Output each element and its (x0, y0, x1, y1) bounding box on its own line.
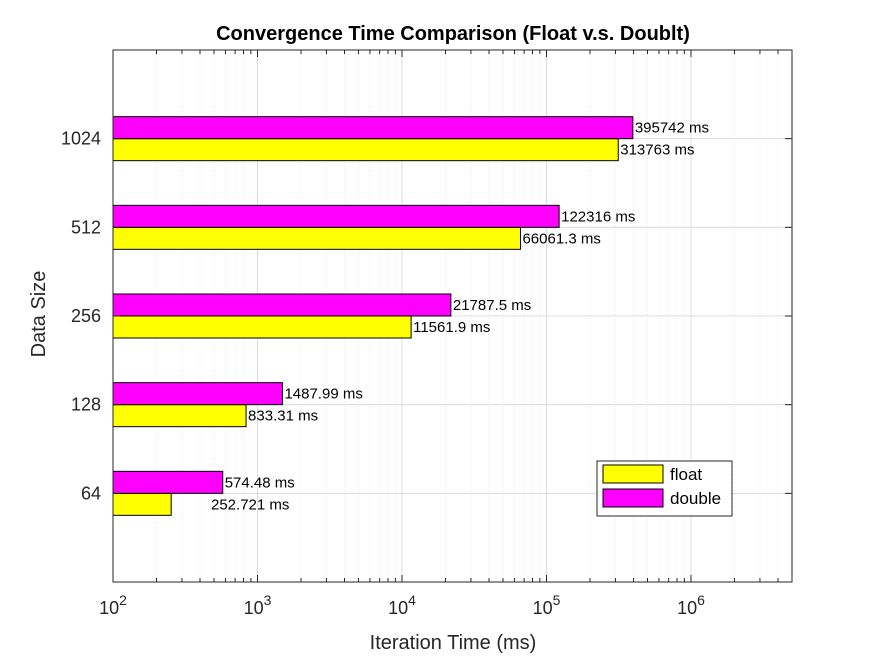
y-tick-label-256: 256 (71, 306, 101, 326)
data-label-double-1024: 395742 ms (635, 120, 709, 137)
legend-swatch-float (602, 464, 664, 484)
x-tick-label-4: 104 (388, 592, 416, 618)
legend-swatch-double (602, 488, 664, 508)
bar-float-512 (112, 226, 521, 250)
data-label-float-128: 833.31 ms (248, 408, 318, 425)
data-label-float-512: 66061.3 ms (522, 230, 600, 247)
bar-double-64 (112, 470, 224, 494)
x-tick-label-2: 102 (99, 592, 127, 618)
bar-float-128 (112, 404, 247, 428)
bar-float-1024 (112, 138, 619, 162)
data-label-double-512: 122316 ms (561, 208, 635, 225)
data-label-double-128: 1487.99 ms (284, 386, 362, 403)
bar-double-256 (112, 293, 452, 317)
data-label-double-256: 21787.5 ms (453, 297, 531, 314)
data-label-double-64: 574.48 ms (225, 474, 295, 491)
legend: float double (596, 460, 733, 517)
axes (112, 49, 793, 583)
bar-double-512 (112, 204, 560, 228)
x-axis-label: Iteration Time (ms) (370, 632, 537, 654)
x-tick-label-6: 106 (677, 592, 705, 618)
y-tick-label-512: 512 (71, 217, 101, 237)
chart-title: Convergence Time Comparison (Float v.s. … (216, 23, 690, 45)
legend-label-float: float (670, 465, 702, 484)
y-axis-label: Data Size (28, 271, 50, 358)
legend-label-double: double (670, 489, 721, 508)
tick-labels: 102 103 104 105 106 64 128 256 512 1024 (61, 129, 705, 618)
bar-double-128 (112, 382, 283, 406)
data-label-float-64: 252.721 ms (211, 496, 289, 513)
data-label-float-256: 11561.9 ms (413, 319, 490, 336)
data-label-float-1024: 313763 ms (620, 142, 694, 159)
bar-float-256 (112, 315, 412, 339)
y-tick-label-128: 128 (71, 395, 101, 415)
bar-double-1024 (112, 116, 634, 140)
bars (112, 116, 634, 516)
x-tick-label-5: 105 (533, 592, 561, 618)
y-tick-label-64: 64 (81, 483, 101, 503)
y-tick-label-1024: 1024 (61, 129, 101, 149)
data-labels: 252.721 ms 833.31 ms 11561.9 ms 66061.3 ms 3… (211, 120, 709, 514)
x-tick-label-3: 103 (244, 592, 272, 618)
bar-float-64 (112, 492, 172, 516)
